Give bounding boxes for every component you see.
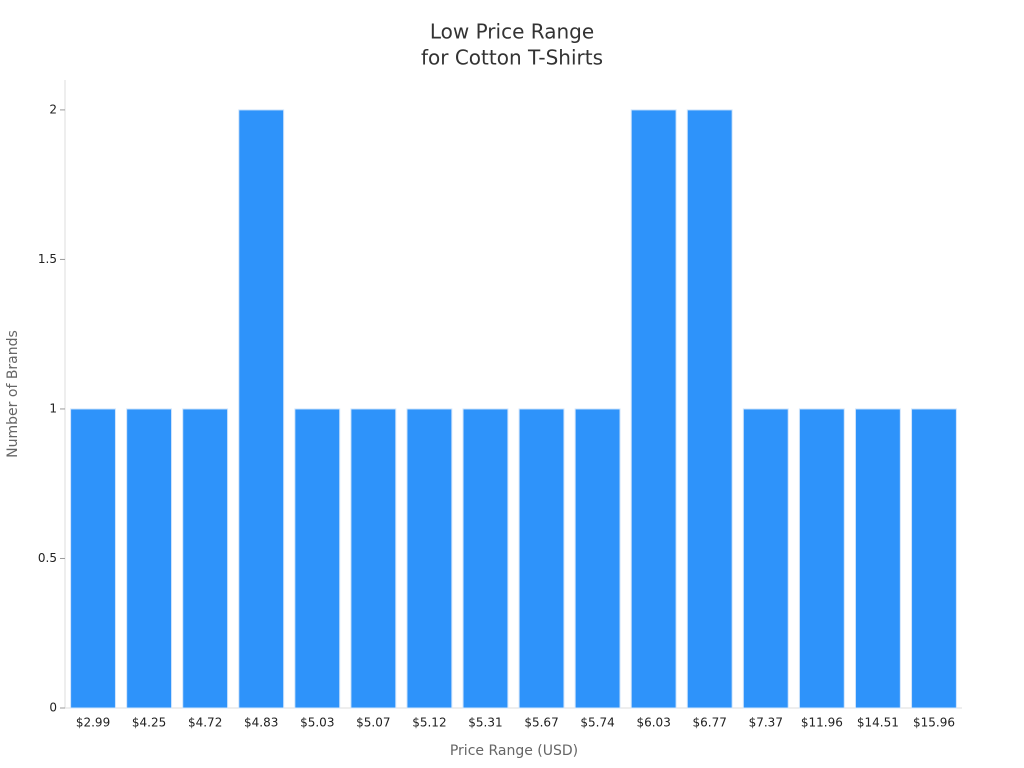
y-tick-label: 0 bbox=[49, 701, 57, 715]
x-tick-label: $7.37 bbox=[749, 716, 783, 730]
x-tick-label: $5.31 bbox=[468, 716, 502, 730]
bar bbox=[686, 109, 733, 709]
bar bbox=[294, 408, 341, 709]
x-tick-label: $6.77 bbox=[693, 716, 727, 730]
x-tick-label: $6.03 bbox=[636, 716, 670, 730]
y-tick-label: 1.5 bbox=[38, 252, 57, 266]
y-tick-label: 2 bbox=[49, 102, 57, 116]
chart-title: Low Price Range bbox=[430, 20, 594, 44]
bar bbox=[350, 408, 397, 709]
bar bbox=[574, 408, 621, 709]
bar bbox=[126, 408, 173, 709]
bar bbox=[630, 109, 677, 709]
bar bbox=[854, 408, 901, 709]
x-tick-label: $11.96 bbox=[801, 716, 843, 730]
y-tick-label: 1 bbox=[49, 401, 57, 415]
bar bbox=[518, 408, 565, 709]
x-tick-label: $2.99 bbox=[76, 716, 110, 730]
bar bbox=[406, 408, 453, 709]
x-tick-label: $5.03 bbox=[300, 716, 334, 730]
bar bbox=[798, 408, 845, 709]
y-axis-title: Number of Brands bbox=[5, 330, 21, 458]
bar bbox=[70, 408, 116, 709]
x-tick-label: $5.74 bbox=[580, 716, 614, 730]
bar bbox=[238, 109, 285, 709]
y-tick-label: 0.5 bbox=[38, 551, 57, 565]
x-tick-label: $5.07 bbox=[356, 716, 390, 730]
x-tick-label: $5.67 bbox=[524, 716, 558, 730]
x-tick-label: $15.96 bbox=[913, 716, 955, 730]
bar bbox=[182, 408, 229, 709]
x-tick-label: $4.83 bbox=[244, 716, 278, 730]
x-tick-label: $5.12 bbox=[412, 716, 446, 730]
x-tick-label: $4.72 bbox=[188, 716, 222, 730]
x-tick-label: $14.51 bbox=[857, 716, 899, 730]
bar bbox=[462, 408, 509, 709]
x-axis-title: Price Range (USD) bbox=[450, 743, 578, 759]
chart-title: for Cotton T-Shirts bbox=[421, 46, 603, 70]
bar bbox=[911, 408, 957, 709]
bar bbox=[742, 408, 789, 709]
x-tick-label: $4.25 bbox=[132, 716, 166, 730]
